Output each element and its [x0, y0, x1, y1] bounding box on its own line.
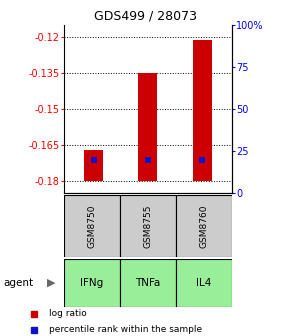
Bar: [120, 259, 176, 307]
Text: agent: agent: [3, 278, 33, 288]
Bar: [84, 150, 103, 181]
Bar: [138, 73, 157, 181]
Text: GSM8755: GSM8755: [143, 204, 153, 248]
Bar: [120, 195, 176, 257]
Text: log ratio: log ratio: [49, 309, 87, 318]
Text: GDS499 / 28073: GDS499 / 28073: [93, 9, 197, 23]
Bar: [64, 195, 120, 257]
Text: GSM8750: GSM8750: [87, 204, 96, 248]
Bar: [176, 259, 232, 307]
Bar: [176, 195, 232, 257]
Text: percentile rank within the sample: percentile rank within the sample: [49, 325, 202, 334]
Text: IL4: IL4: [196, 278, 212, 288]
Text: GSM8760: GSM8760: [200, 204, 209, 248]
Text: ▶: ▶: [46, 278, 55, 288]
Text: IFNg: IFNg: [80, 278, 104, 288]
Text: TNFa: TNFa: [135, 278, 161, 288]
Bar: [64, 259, 120, 307]
Bar: [193, 40, 212, 181]
